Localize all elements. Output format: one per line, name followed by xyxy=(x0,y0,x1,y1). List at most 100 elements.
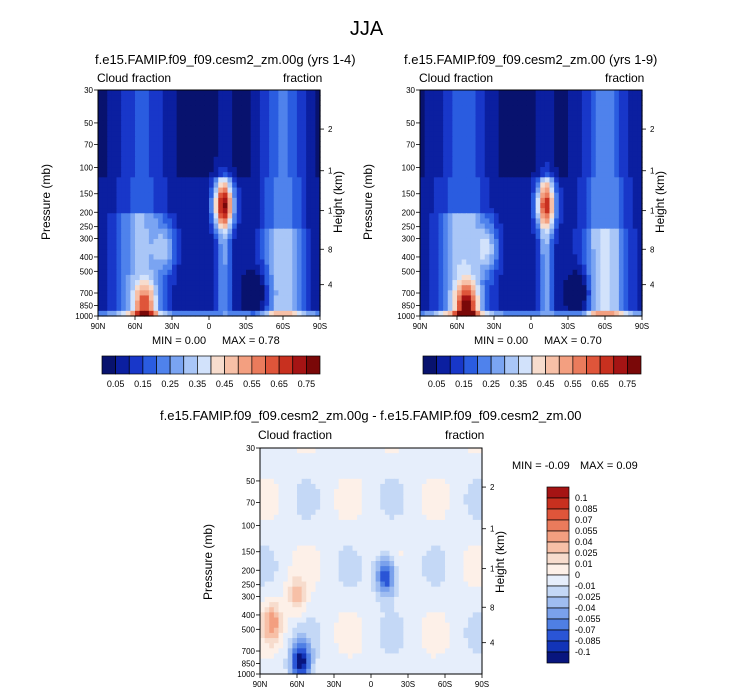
contour-cell xyxy=(250,290,256,297)
contour-cell xyxy=(572,213,578,220)
contour-cell xyxy=(148,167,155,173)
contour-cell xyxy=(107,249,113,255)
contour-cell xyxy=(503,141,509,148)
contour-cell xyxy=(420,115,426,122)
contour-cell xyxy=(306,228,312,235)
contour-cell xyxy=(116,90,122,96)
contour-cell xyxy=(283,499,289,506)
contour-cell xyxy=(433,151,440,158)
contour-cell xyxy=(107,105,113,112)
contour-cell xyxy=(484,249,490,255)
contour-cell xyxy=(371,504,377,511)
contour-cell xyxy=(595,197,601,204)
contour-cell xyxy=(517,161,523,168)
contour-cell xyxy=(554,187,560,194)
contour-cell xyxy=(287,161,293,168)
contour-cell xyxy=(600,197,606,204)
contour-cell xyxy=(498,161,504,168)
contour-cell xyxy=(424,161,430,168)
contour-cell xyxy=(324,494,330,500)
contour-cell xyxy=(357,504,363,511)
contour-cell xyxy=(586,203,592,209)
contour-cell xyxy=(480,131,486,137)
contour-cell xyxy=(600,305,606,312)
contour-cell xyxy=(609,238,615,245)
contour-cell xyxy=(586,141,592,148)
contour-cell xyxy=(535,218,541,225)
contour-cell xyxy=(540,182,546,189)
contour-cell xyxy=(526,90,532,96)
contour-cell xyxy=(443,244,449,250)
contour-cell xyxy=(429,290,435,297)
contour-cell xyxy=(628,280,634,286)
contour-cell xyxy=(577,120,583,127)
contour-cell xyxy=(417,489,423,495)
contour-cell xyxy=(449,448,455,454)
contour-cell xyxy=(540,295,546,302)
contour-cell xyxy=(255,269,261,276)
contour-cell xyxy=(236,141,242,148)
contour-cell xyxy=(549,280,555,286)
contour-cell xyxy=(121,172,127,178)
contour-cell xyxy=(531,120,537,127)
contour-cell xyxy=(549,125,555,132)
contour-cell xyxy=(443,213,449,220)
contour-cell xyxy=(421,494,428,500)
contour-cell xyxy=(144,274,150,281)
contour-cell xyxy=(301,115,307,122)
contour-cell xyxy=(292,238,298,245)
contour-cell xyxy=(278,192,284,199)
contour-cell xyxy=(605,115,611,122)
contour-cell xyxy=(468,463,474,470)
contour-cell xyxy=(586,192,592,199)
contour-cell xyxy=(278,187,284,194)
contour-cell xyxy=(618,218,625,225)
contour-cell xyxy=(452,125,458,132)
contour-cell xyxy=(269,249,275,255)
contour-cell xyxy=(213,105,219,112)
contour-cell xyxy=(301,208,307,214)
contour-cell xyxy=(503,182,509,189)
contour-cell xyxy=(139,110,145,117)
contour-cell xyxy=(431,473,437,480)
contour-cell xyxy=(489,285,495,291)
contour-cell xyxy=(447,244,453,250)
pressure-tick-label: 150 xyxy=(80,190,94,199)
contour-cell xyxy=(158,182,164,189)
contour-cell xyxy=(338,453,344,459)
contour-cell xyxy=(420,182,426,189)
contour-cell xyxy=(135,290,141,297)
contour-cell xyxy=(130,95,136,101)
contour-cell xyxy=(255,146,261,153)
contour-cell xyxy=(162,95,168,101)
contour-cell xyxy=(563,285,569,291)
contour-cell xyxy=(540,197,546,204)
contour-cell xyxy=(581,218,588,225)
contour-cell xyxy=(563,110,569,117)
contour-cell xyxy=(554,249,560,255)
contour-cell xyxy=(572,218,578,225)
contour-cell xyxy=(241,172,247,178)
contour-cell xyxy=(209,285,215,291)
contour-cell xyxy=(255,90,261,96)
contour-cell xyxy=(517,269,523,276)
contour-cell xyxy=(357,458,363,465)
contour-cell xyxy=(324,448,330,454)
contour-cell xyxy=(637,285,643,291)
contour-cell xyxy=(162,192,168,199)
contour-cell xyxy=(259,151,266,158)
contour-cell xyxy=(438,244,444,250)
contour-cell xyxy=(232,197,238,204)
contour-cell xyxy=(255,131,261,137)
contour-cell xyxy=(116,131,122,137)
contour-cell xyxy=(424,187,430,194)
contour-cell xyxy=(246,280,252,286)
contour-cell xyxy=(255,264,261,271)
contour-cell xyxy=(581,156,588,163)
contour-cell xyxy=(484,172,490,178)
contour-cell xyxy=(172,105,178,112)
contour-cell xyxy=(438,187,444,194)
contour-cell xyxy=(424,274,430,281)
contour-cell xyxy=(259,228,266,235)
contour-cell xyxy=(375,478,381,485)
